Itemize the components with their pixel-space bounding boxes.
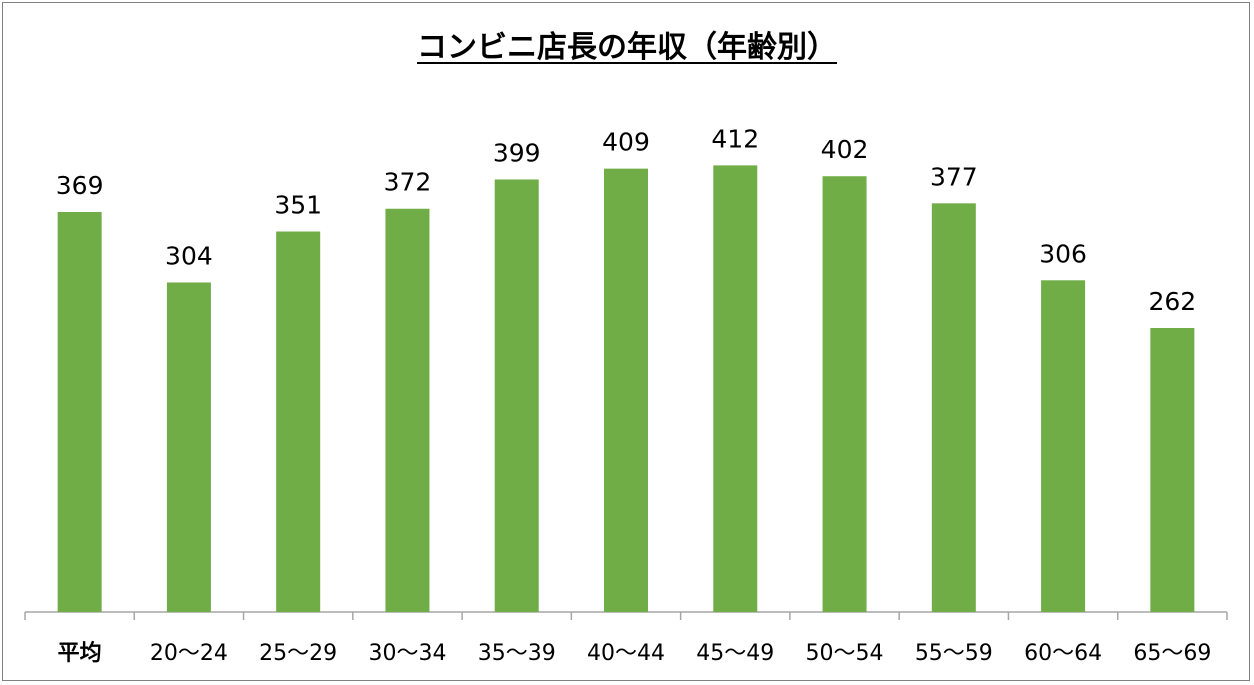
bar (931, 203, 976, 612)
x-tick-label: 40～44 (587, 641, 665, 666)
data-label: 399 (493, 138, 541, 167)
bar (822, 176, 867, 612)
data-label: 412 (711, 124, 759, 153)
bar (713, 165, 758, 613)
x-tick-label: 25～29 (259, 641, 337, 666)
data-label: 369 (56, 171, 104, 200)
x-tick-label: 60～64 (1024, 641, 1102, 666)
x-tick-label: 30～34 (368, 641, 446, 666)
data-label: 377 (930, 162, 978, 191)
bar (166, 282, 211, 612)
chart-title: コンビニ店長の年収（年齢別） (0, 22, 1254, 66)
bar (385, 208, 430, 612)
x-tick-label: 20～24 (150, 641, 228, 666)
x-tick-label: 55～59 (915, 641, 993, 666)
data-label: 351 (274, 191, 322, 220)
x-tick-label: 平均 (58, 640, 102, 666)
data-label: 304 (165, 241, 213, 270)
bar (1041, 280, 1086, 612)
data-label: 262 (1149, 287, 1197, 316)
data-label: 372 (384, 168, 432, 197)
bar (1150, 327, 1195, 612)
bar (276, 231, 321, 612)
data-label: 409 (602, 128, 650, 157)
data-label: 306 (1039, 239, 1087, 268)
x-tick-label: 65～69 (1133, 641, 1211, 666)
x-tick-label: 35～39 (478, 641, 556, 666)
x-tick-label: 50～54 (806, 641, 884, 666)
bar (494, 179, 539, 612)
chart-title-text: コンビニ店長の年収（年齢別） (417, 30, 837, 65)
bar (57, 212, 102, 612)
x-tick-label: 45～49 (696, 641, 774, 666)
bar (604, 168, 648, 612)
data-label: 402 (821, 135, 869, 164)
